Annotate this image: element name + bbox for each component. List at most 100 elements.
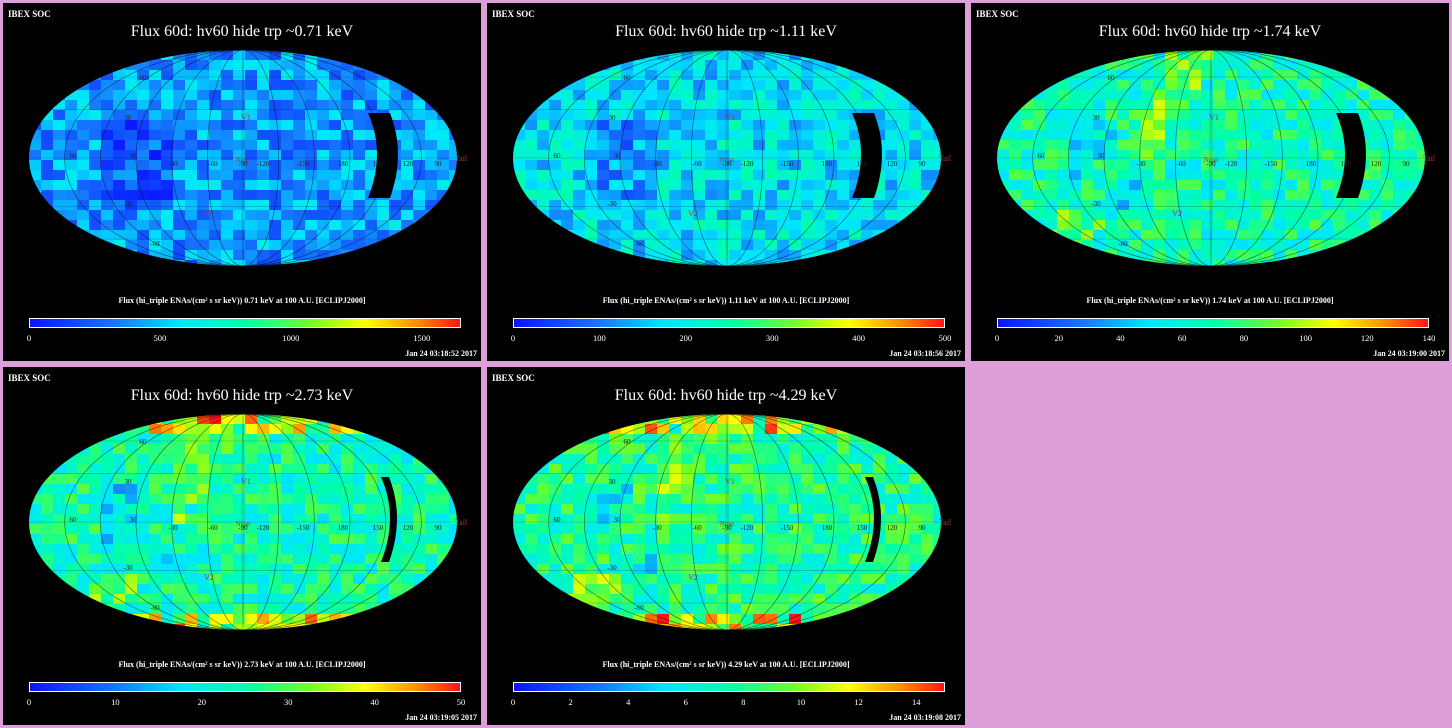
colorbar	[513, 682, 945, 692]
colorbar-tick-label: 0	[26, 697, 32, 707]
longitude-label: 120	[403, 160, 414, 168]
colorbar-ticks: 0 100 200 300 400 500	[511, 333, 952, 345]
longitude-label: 90	[1403, 160, 1411, 168]
latitude-label: 30	[609, 478, 617, 486]
colorbar-tick-label: 8	[741, 697, 746, 707]
longitude-label: -120	[741, 524, 754, 532]
ibex-soc-label: IBEX SOC	[8, 9, 51, 19]
v2-label: V2	[204, 209, 214, 218]
ibex-soc-label: IBEX SOC	[8, 373, 51, 383]
longitude-label: -30	[652, 160, 662, 168]
longitude-label: -120	[1225, 160, 1238, 168]
longitude-label: -30	[168, 524, 178, 532]
longitude-label: 150	[373, 524, 384, 532]
colorbar-tick-label: 1500	[413, 333, 431, 343]
longitude-label: 30	[130, 152, 138, 160]
colorbar-tick-label: 6	[683, 697, 688, 707]
colorbar	[29, 682, 461, 692]
longitude-label: -120	[257, 524, 270, 532]
colorbar-tick-label: 200	[679, 333, 693, 343]
mollweide-sky-map: V1 V2 Nose Tail 60 30 -30 -60 -90 -120 -150 180 150 1…	[513, 414, 952, 630]
latitude-label: 60	[624, 74, 632, 82]
longitude-label: -60	[692, 524, 702, 532]
empty-area	[970, 365, 1452, 728]
longitude-label: 150	[373, 160, 384, 168]
colorbar-tick-label: 400	[852, 333, 865, 343]
colorbar-label: Flux (hi_triple ENAs/(cm² s sr keV)) 1.7…	[1086, 296, 1334, 305]
longitude-label: 180	[338, 524, 349, 532]
latitude-label: 60	[1108, 74, 1116, 82]
longitude-label: -90	[722, 524, 732, 532]
ibex-soc-label: IBEX SOC	[492, 9, 535, 19]
longitude-label: 30	[1098, 152, 1106, 160]
timestamp: Jan 24 03:19:08 2017	[889, 713, 961, 722]
tail-label: Tail	[455, 154, 468, 163]
longitude-label: -30	[168, 160, 178, 168]
panel-title: Flux 60d: hv60 hide trp ~0.71 keV	[130, 23, 354, 40]
v2-label: V2	[688, 209, 698, 218]
colorbar-tick-label: 10	[111, 697, 120, 707]
sky-map-panel: IBEX SOC Flux 60d: hv60 hide trp ~1.11 ke…	[487, 3, 965, 361]
longitude-label: 90	[919, 160, 927, 168]
longitude-label: -120	[257, 160, 270, 168]
colorbar-label: Flux (hi_triple ENAs/(cm² s sr keV)) 0.7…	[118, 296, 366, 305]
longitude-label: -150	[1265, 160, 1278, 168]
longitude-label: 120	[887, 160, 898, 168]
latitude-label: 30	[1093, 114, 1101, 122]
longitude-label: 120	[887, 524, 898, 532]
timestamp: Jan 24 03:19:00 2017	[1373, 349, 1445, 358]
longitude-label: 30	[614, 152, 622, 160]
colorbar	[513, 318, 945, 328]
longitude-label: 180	[1306, 160, 1317, 168]
longitude-label: 150	[857, 160, 868, 168]
longitude-label: 180	[822, 160, 833, 168]
v1-label: V1	[241, 113, 251, 122]
v2-label: V2	[1172, 209, 1182, 218]
colorbar-tick-label: 500	[153, 333, 167, 343]
longitude-label: 60	[554, 152, 562, 160]
panel-title: Flux 60d: hv60 hide trp ~1.11 keV	[615, 23, 837, 40]
mollweide-sky-map: V1 V2 Nose Tail 60 30 -30 -60 -90 -120 -150 180 150 1…	[997, 50, 1436, 266]
colorbar-ticks: 0 10 20 30 40 50	[26, 697, 465, 709]
longitude-label: -120	[741, 160, 754, 168]
longitude-label: 90	[435, 524, 443, 532]
tail-label: Tail	[1423, 154, 1436, 163]
latitude-label: 30	[125, 114, 133, 122]
tail-label: Tail	[939, 154, 952, 163]
v2-label: V2	[204, 573, 214, 582]
colorbar-tick-label: 40	[1116, 333, 1125, 343]
v1-label: V1	[725, 113, 735, 122]
latitude-label: -60	[150, 240, 160, 248]
v1-label: V1	[1209, 113, 1219, 122]
timestamp: Jan 24 03:18:52 2017	[405, 349, 477, 358]
colorbar-tick-label: 10	[796, 697, 806, 707]
longitude-label: -30	[1136, 160, 1146, 168]
colorbar-tick-label: 4	[626, 697, 631, 707]
longitude-label: 90	[919, 524, 927, 532]
ibex-soc-label: IBEX SOC	[976, 9, 1019, 19]
longitude-label: 60	[70, 516, 78, 524]
colorbar-ticks: 0 500 1000 1500	[27, 333, 461, 345]
panel-title: Flux 60d: hv60 hide trp ~2.73 keV	[130, 387, 354, 404]
latitude-label: -30	[1091, 200, 1101, 208]
longitude-label: -150	[781, 160, 794, 168]
colorbar-tick-label: 12	[854, 697, 863, 707]
timestamp: Jan 24 03:19:05 2017	[405, 713, 477, 722]
longitude-label: -90	[238, 524, 248, 532]
latitude-label: -60	[634, 604, 644, 612]
ibex-soc-label: IBEX SOC	[492, 373, 535, 383]
colorbar-label: Flux (hi_triple ENAs/(cm² s sr keV)) 2.7…	[118, 660, 366, 669]
colorbar-ticks: 0 2 4 6 8 10 12 14	[511, 697, 945, 709]
colorbar-tick-label: 14	[911, 697, 921, 707]
nose-label: Nose	[720, 520, 734, 528]
colorbar-tick-label: 40	[370, 697, 379, 707]
sky-map-panel: IBEX SOC Flux 60d: hv60 hide trp ~4.29 ke…	[487, 367, 965, 725]
colorbar-tick-label: 20	[1054, 333, 1063, 343]
colorbar-tick-label: 500	[938, 333, 952, 343]
longitude-label: -150	[781, 524, 794, 532]
nose-label: Nose	[720, 156, 734, 164]
colorbar-ticks: 0 20 40 60 80 100 120 140	[995, 333, 1436, 345]
latitude-label: -60	[150, 604, 160, 612]
sky-map-panel: IBEX SOC Flux 60d: hv60 hide trp ~1.74 ke…	[971, 3, 1449, 361]
longitude-label: 30	[130, 516, 138, 524]
